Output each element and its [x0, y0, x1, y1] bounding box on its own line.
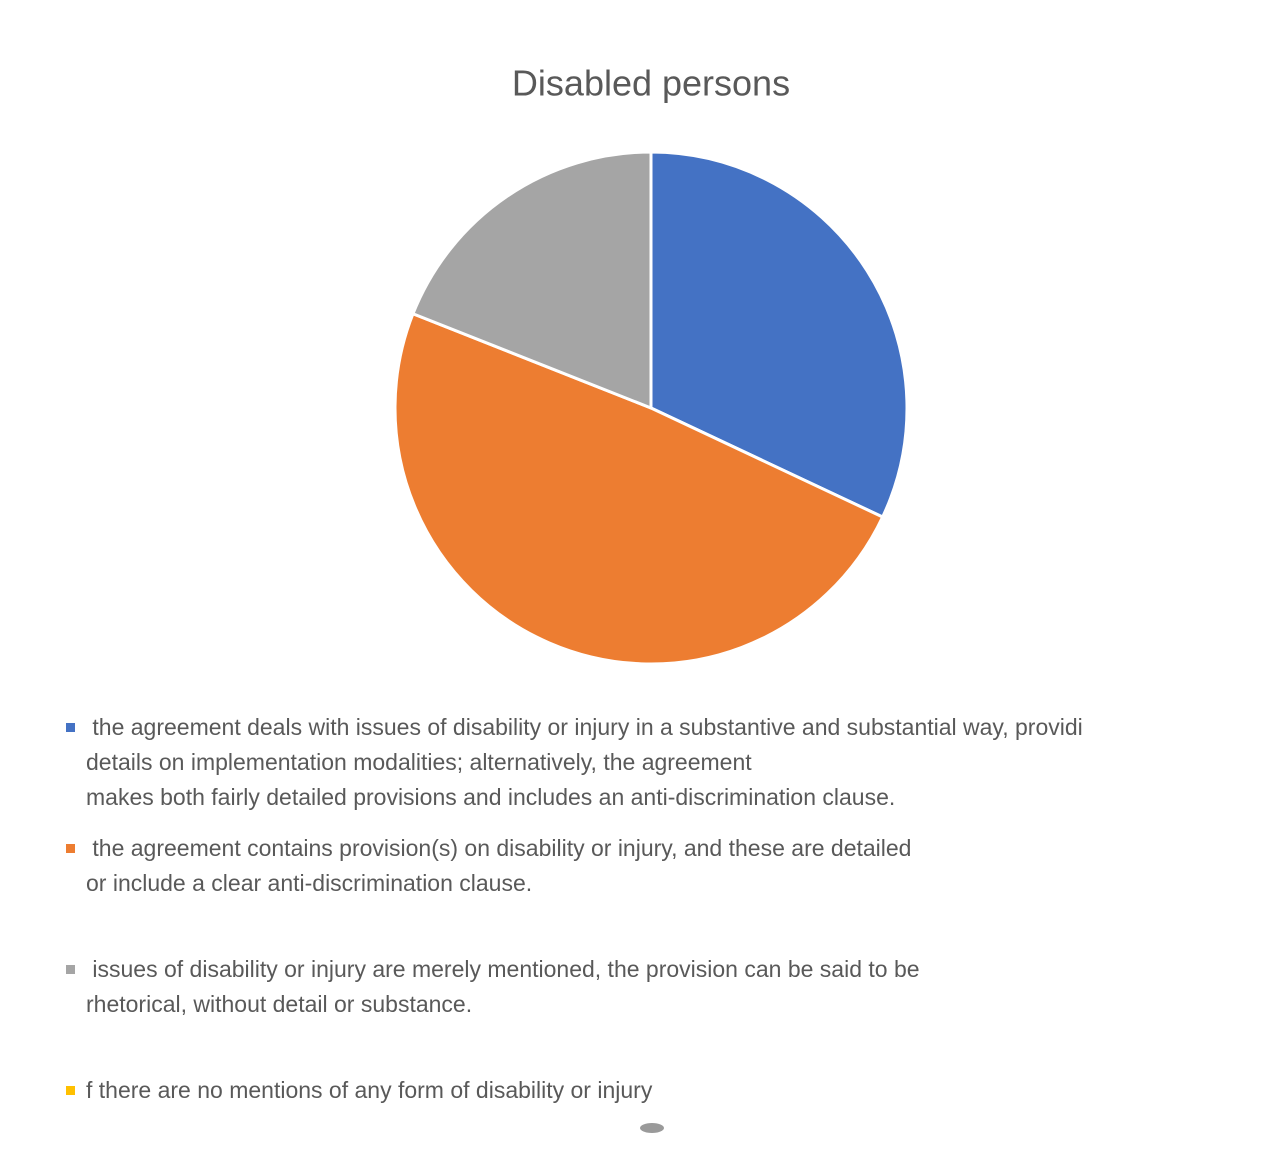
legend-swatch: [66, 723, 75, 732]
legend-entry: the agreement deals with issues of disab…: [86, 714, 1083, 810]
pie-slice: [649, 150, 909, 519]
scroll-handle: [640, 1123, 664, 1133]
chart-title: Disabled persons: [512, 63, 790, 104]
legend-swatch: [66, 965, 75, 974]
legend-entry: the agreement contains provision(s) on d…: [86, 835, 912, 896]
pie-slice: [393, 312, 885, 666]
legend-entry: f there are no mentions of any form of d…: [86, 1077, 653, 1103]
legend-entry: issues of disability or injury are merel…: [86, 956, 920, 1017]
legend-swatch: [66, 1086, 75, 1095]
pie-slice: [411, 150, 653, 410]
legend-swatch: [66, 844, 75, 853]
